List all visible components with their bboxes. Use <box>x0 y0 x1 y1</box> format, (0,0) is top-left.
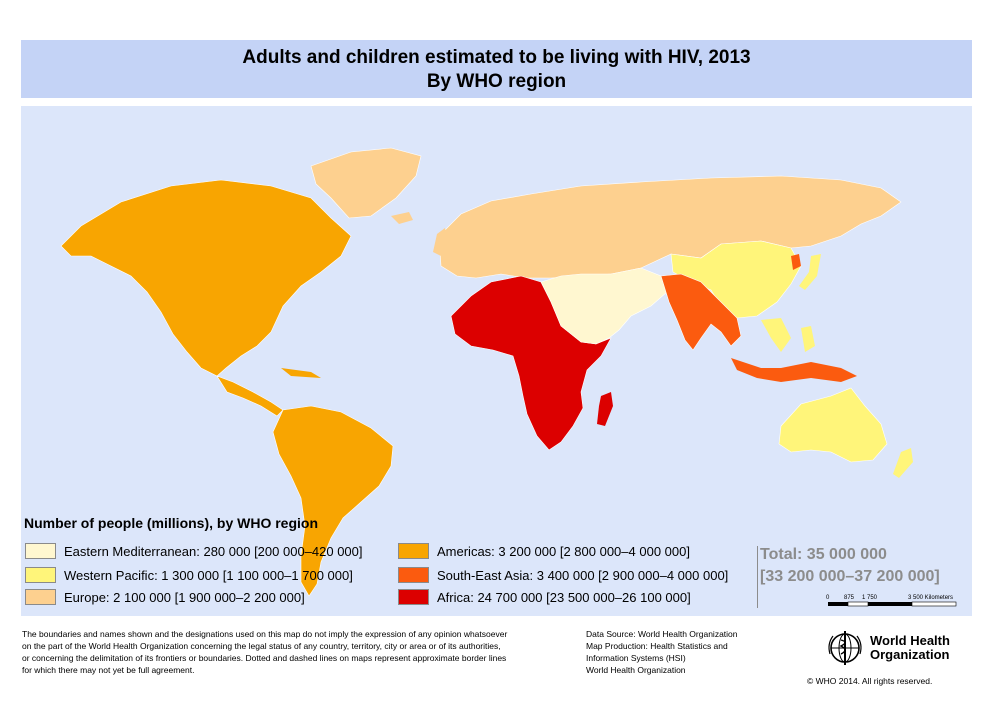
region-eastern-mediterranean[interactable] <box>540 267 668 345</box>
region-western-pacific-seasia[interactable] <box>761 318 791 352</box>
who-name-line2: Organization <box>870 647 950 662</box>
legend-label: Europe: 2 100 000 [1 900 000–2 200 000] <box>64 589 305 605</box>
map-title: Adults and children estimated to be livi… <box>242 47 751 68</box>
scale-tick-1: 875 <box>844 595 855 601</box>
legend-label: Western Pacific: 1 300 000 [1 100 000–1 … <box>64 567 353 583</box>
region-americas-south[interactable] <box>272 405 394 597</box>
disclaimer: The boundaries and names shown and the d… <box>22 628 542 676</box>
legend-item-americas: Americas: 3 200 000 [2 800 000–4 000 000… <box>398 543 690 559</box>
legend-item-south-east-asia: South-East Asia: 3 400 000 [2 900 000–4 … <box>398 567 728 583</box>
disclaimer-line: The boundaries and names shown and the d… <box>22 629 508 639</box>
legend-divider <box>757 546 758 608</box>
legend-swatch <box>398 589 429 605</box>
disclaimer-line: on the part of the World Health Organiza… <box>22 641 501 651</box>
region-europe-iceland[interactable] <box>391 212 413 224</box>
legend-swatch <box>25 543 56 559</box>
data-source: Data Source: World Health Organization M… <box>586 628 738 676</box>
legend-swatch <box>25 567 56 583</box>
scale-tick-0: 0 <box>826 595 830 601</box>
map-title-banner: Adults and children estimated to be livi… <box>21 40 972 98</box>
legend-label: Eastern Mediterranean: 280 000 [200 000–… <box>64 543 363 559</box>
region-western-pacific-philippines[interactable] <box>801 326 815 352</box>
legend-swatch <box>398 567 429 583</box>
world-map <box>60 147 913 597</box>
total-value: Total: 35 000 000 <box>760 546 887 563</box>
source-line: Map Production: Health Statistics and <box>586 641 728 651</box>
who-name-line1: World Health <box>870 633 950 648</box>
scale-tick-3: 3 500 Kilometers <box>908 595 953 601</box>
legend-label: Americas: 3 200 000 [2 800 000–4 000 000… <box>437 543 690 559</box>
legend-item-eastern-mediterranean: Eastern Mediterranean: 280 000 [200 000–… <box>25 543 363 559</box>
source-line: World Health Organization <box>586 665 686 675</box>
world-map-panel <box>21 106 972 616</box>
region-americas-caribbean[interactable] <box>281 368 321 378</box>
who-logo: World Health Organization <box>824 628 950 668</box>
region-americas-north[interactable] <box>60 179 352 377</box>
region-americas-central[interactable] <box>216 375 284 417</box>
region-africa-madagascar[interactable] <box>597 392 613 426</box>
source-line: Data Source: World Health Organization <box>586 629 738 639</box>
scale-tick-2: 1 750 <box>862 595 878 601</box>
region-western-pacific-nz[interactable] <box>893 448 913 478</box>
legend-label: Africa: 24 700 000 [23 500 000–26 100 00… <box>437 589 691 605</box>
legend-item-western-pacific: Western Pacific: 1 300 000 [1 100 000–1 … <box>25 567 353 583</box>
copyright: © WHO 2014. All rights reserved. <box>807 676 933 686</box>
region-europe[interactable] <box>438 175 902 279</box>
region-south-east-asia[interactable] <box>660 273 742 351</box>
who-emblem-icon <box>828 631 862 665</box>
disclaimer-line: for which there may not yet be full agre… <box>22 665 195 675</box>
legend-swatch <box>398 543 429 559</box>
region-western-pacific-australia[interactable] <box>778 387 888 463</box>
map-subtitle: By WHO region <box>426 71 567 92</box>
region-south-east-asia-indonesia[interactable] <box>731 358 857 382</box>
legend-title: Number of people (millions), by WHO regi… <box>24 515 319 531</box>
region-western-pacific-japan[interactable] <box>799 254 821 290</box>
legend-label: South-East Asia: 3 400 000 [2 900 000–4 … <box>437 567 729 583</box>
legend-item-europe: Europe: 2 100 000 [1 900 000–2 200 000] <box>25 589 305 605</box>
scale-bar: 0 875 1 750 3 500 Kilometers <box>826 592 976 613</box>
scale-bar-graphic: 0 875 1 750 3 500 Kilometers <box>826 595 957 607</box>
region-south-east-asia-korea[interactable] <box>791 254 801 270</box>
source-line: Information Systems (HSI) <box>586 653 686 663</box>
legend-item-africa: Africa: 24 700 000 [23 500 000–26 100 00… <box>398 589 691 605</box>
region-europe-greenland[interactable] <box>310 147 422 219</box>
legend-swatch <box>25 589 56 605</box>
total-range: [33 200 000–37 200 000] <box>760 568 940 585</box>
disclaimer-line: or concerning the delimitation of its fr… <box>22 653 507 663</box>
region-europe-uk[interactable] <box>433 228 449 256</box>
